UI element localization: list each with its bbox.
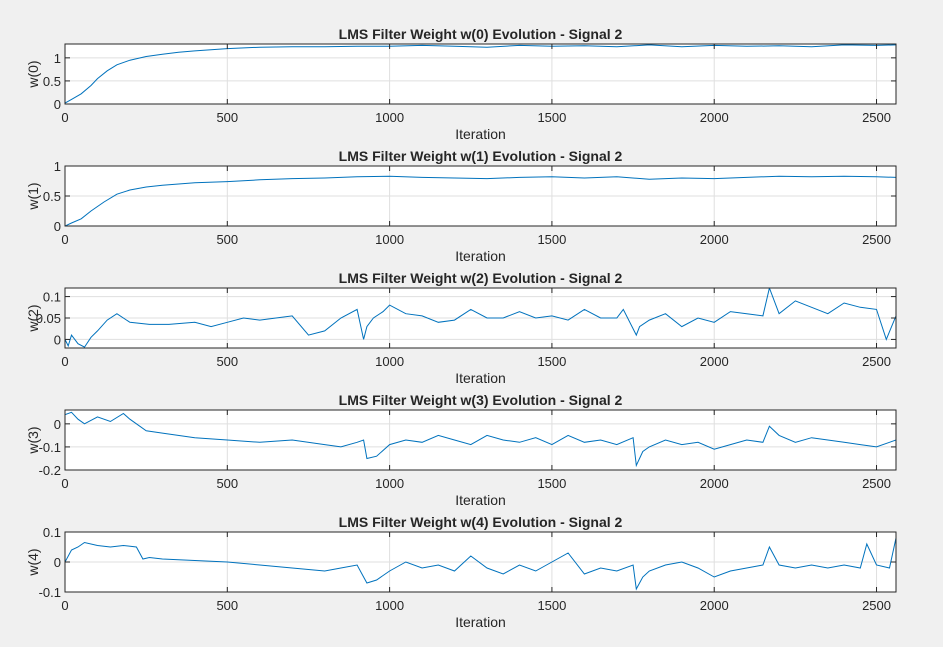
x-tick-label: 2500 (862, 354, 891, 369)
x-tick-label: 1500 (537, 476, 566, 491)
x-tick-label: 0 (61, 476, 68, 491)
subplot-3: 0 500 1000 1500 2000 2500 -0.2 -0.1 0 LMS Filter … (25, 392, 897, 508)
x-tick-label: 1000 (375, 232, 404, 247)
y-tick-label: 0 (54, 417, 61, 432)
y-axis-label: w(4) (25, 548, 41, 576)
x-tick-label: 2000 (700, 110, 729, 125)
x-tick-label: 0 (61, 598, 68, 613)
x-tick-label: 1500 (537, 598, 566, 613)
x-tick-label: 1500 (537, 354, 566, 369)
y-tick-label: 0.5 (43, 74, 61, 89)
y-tick-label: 0 (54, 555, 61, 570)
y-tick-label: -0.1 (39, 440, 61, 455)
y-tick-label: 0.1 (43, 290, 61, 305)
y-tick-label: 0.5 (43, 189, 61, 204)
x-tick-label: 1000 (375, 354, 404, 369)
series-line (65, 288, 896, 348)
axes-box (64, 409, 897, 471)
x-tick-label: 2000 (700, 354, 729, 369)
y-tick-label: 0.1 (43, 525, 61, 540)
x-tick-label: 2500 (862, 598, 891, 613)
x-tick-label: 500 (216, 476, 238, 491)
chart-title: LMS Filter Weight w(0) Evolution - Signa… (339, 26, 623, 42)
chart-title: LMS Filter Weight w(1) Evolution - Signa… (339, 148, 623, 164)
series-line (65, 537, 896, 591)
y-tick-label: 0 (54, 97, 61, 112)
x-tick-label: 2000 (700, 598, 729, 613)
y-axis-label: w(1) (25, 182, 41, 210)
x-tick-label: 2500 (862, 232, 891, 247)
x-tick-label: 2000 (700, 476, 729, 491)
y-axis-label: w(2) (25, 304, 41, 332)
x-tick-label: 1000 (375, 598, 404, 613)
x-tick-label: 500 (216, 110, 238, 125)
x-axis-label: Iteration (455, 614, 506, 630)
axes-box (64, 43, 897, 105)
x-tick-label: 0 (61, 232, 68, 247)
series-line (65, 411, 896, 468)
chart-title: LMS Filter Weight w(4) Evolution - Signa… (339, 514, 623, 530)
x-axis-label: Iteration (455, 248, 506, 264)
chart-title: LMS Filter Weight w(2) Evolution - Signa… (339, 270, 623, 286)
y-tick-label: -0.1 (39, 585, 61, 600)
x-tick-label: 1000 (375, 476, 404, 491)
y-tick-label: 0.05 (36, 311, 61, 326)
plot-area (65, 410, 896, 470)
y-tick-label: 1 (54, 51, 61, 66)
x-axis-label: Iteration (455, 370, 506, 386)
y-tick-label: -0.2 (39, 463, 61, 478)
y-axis-label: w(3) (25, 426, 41, 454)
x-tick-label: 2500 (862, 476, 891, 491)
plot-area (65, 44, 896, 104)
x-tick-label: 1000 (375, 110, 404, 125)
series-line (65, 175, 896, 226)
x-tick-label: 2000 (700, 232, 729, 247)
x-tick-label: 500 (216, 354, 238, 369)
x-tick-label: 2500 (862, 110, 891, 125)
series-line (65, 44, 896, 104)
subplot-0: 0 500 1000 1500 2000 2500 0 0.5 1 LMS Filter Weig… (25, 26, 897, 142)
x-tick-label: 500 (216, 232, 238, 247)
y-tick-label: 0 (54, 332, 61, 347)
x-tick-label: 1500 (537, 110, 566, 125)
x-axis-label: Iteration (455, 492, 506, 508)
x-tick-label: 0 (61, 110, 68, 125)
x-tick-label: 1500 (537, 232, 566, 247)
x-tick-label: 0 (61, 354, 68, 369)
y-tick-label: 0 (54, 219, 61, 234)
x-tick-label: 500 (216, 598, 238, 613)
y-axis-label: w(0) (25, 60, 41, 88)
subplot-1: 0 500 1000 1500 2000 2500 0 0.5 1 LMS Filter Weig… (25, 148, 897, 264)
chart-title: LMS Filter Weight w(3) Evolution - Signa… (339, 392, 623, 408)
subplot-2: 0 500 1000 1500 2000 2500 0 0.05 0.1 LMS Filter W… (25, 270, 897, 386)
y-tick-label: 1 (54, 159, 61, 174)
x-axis-label: Iteration (455, 126, 506, 142)
